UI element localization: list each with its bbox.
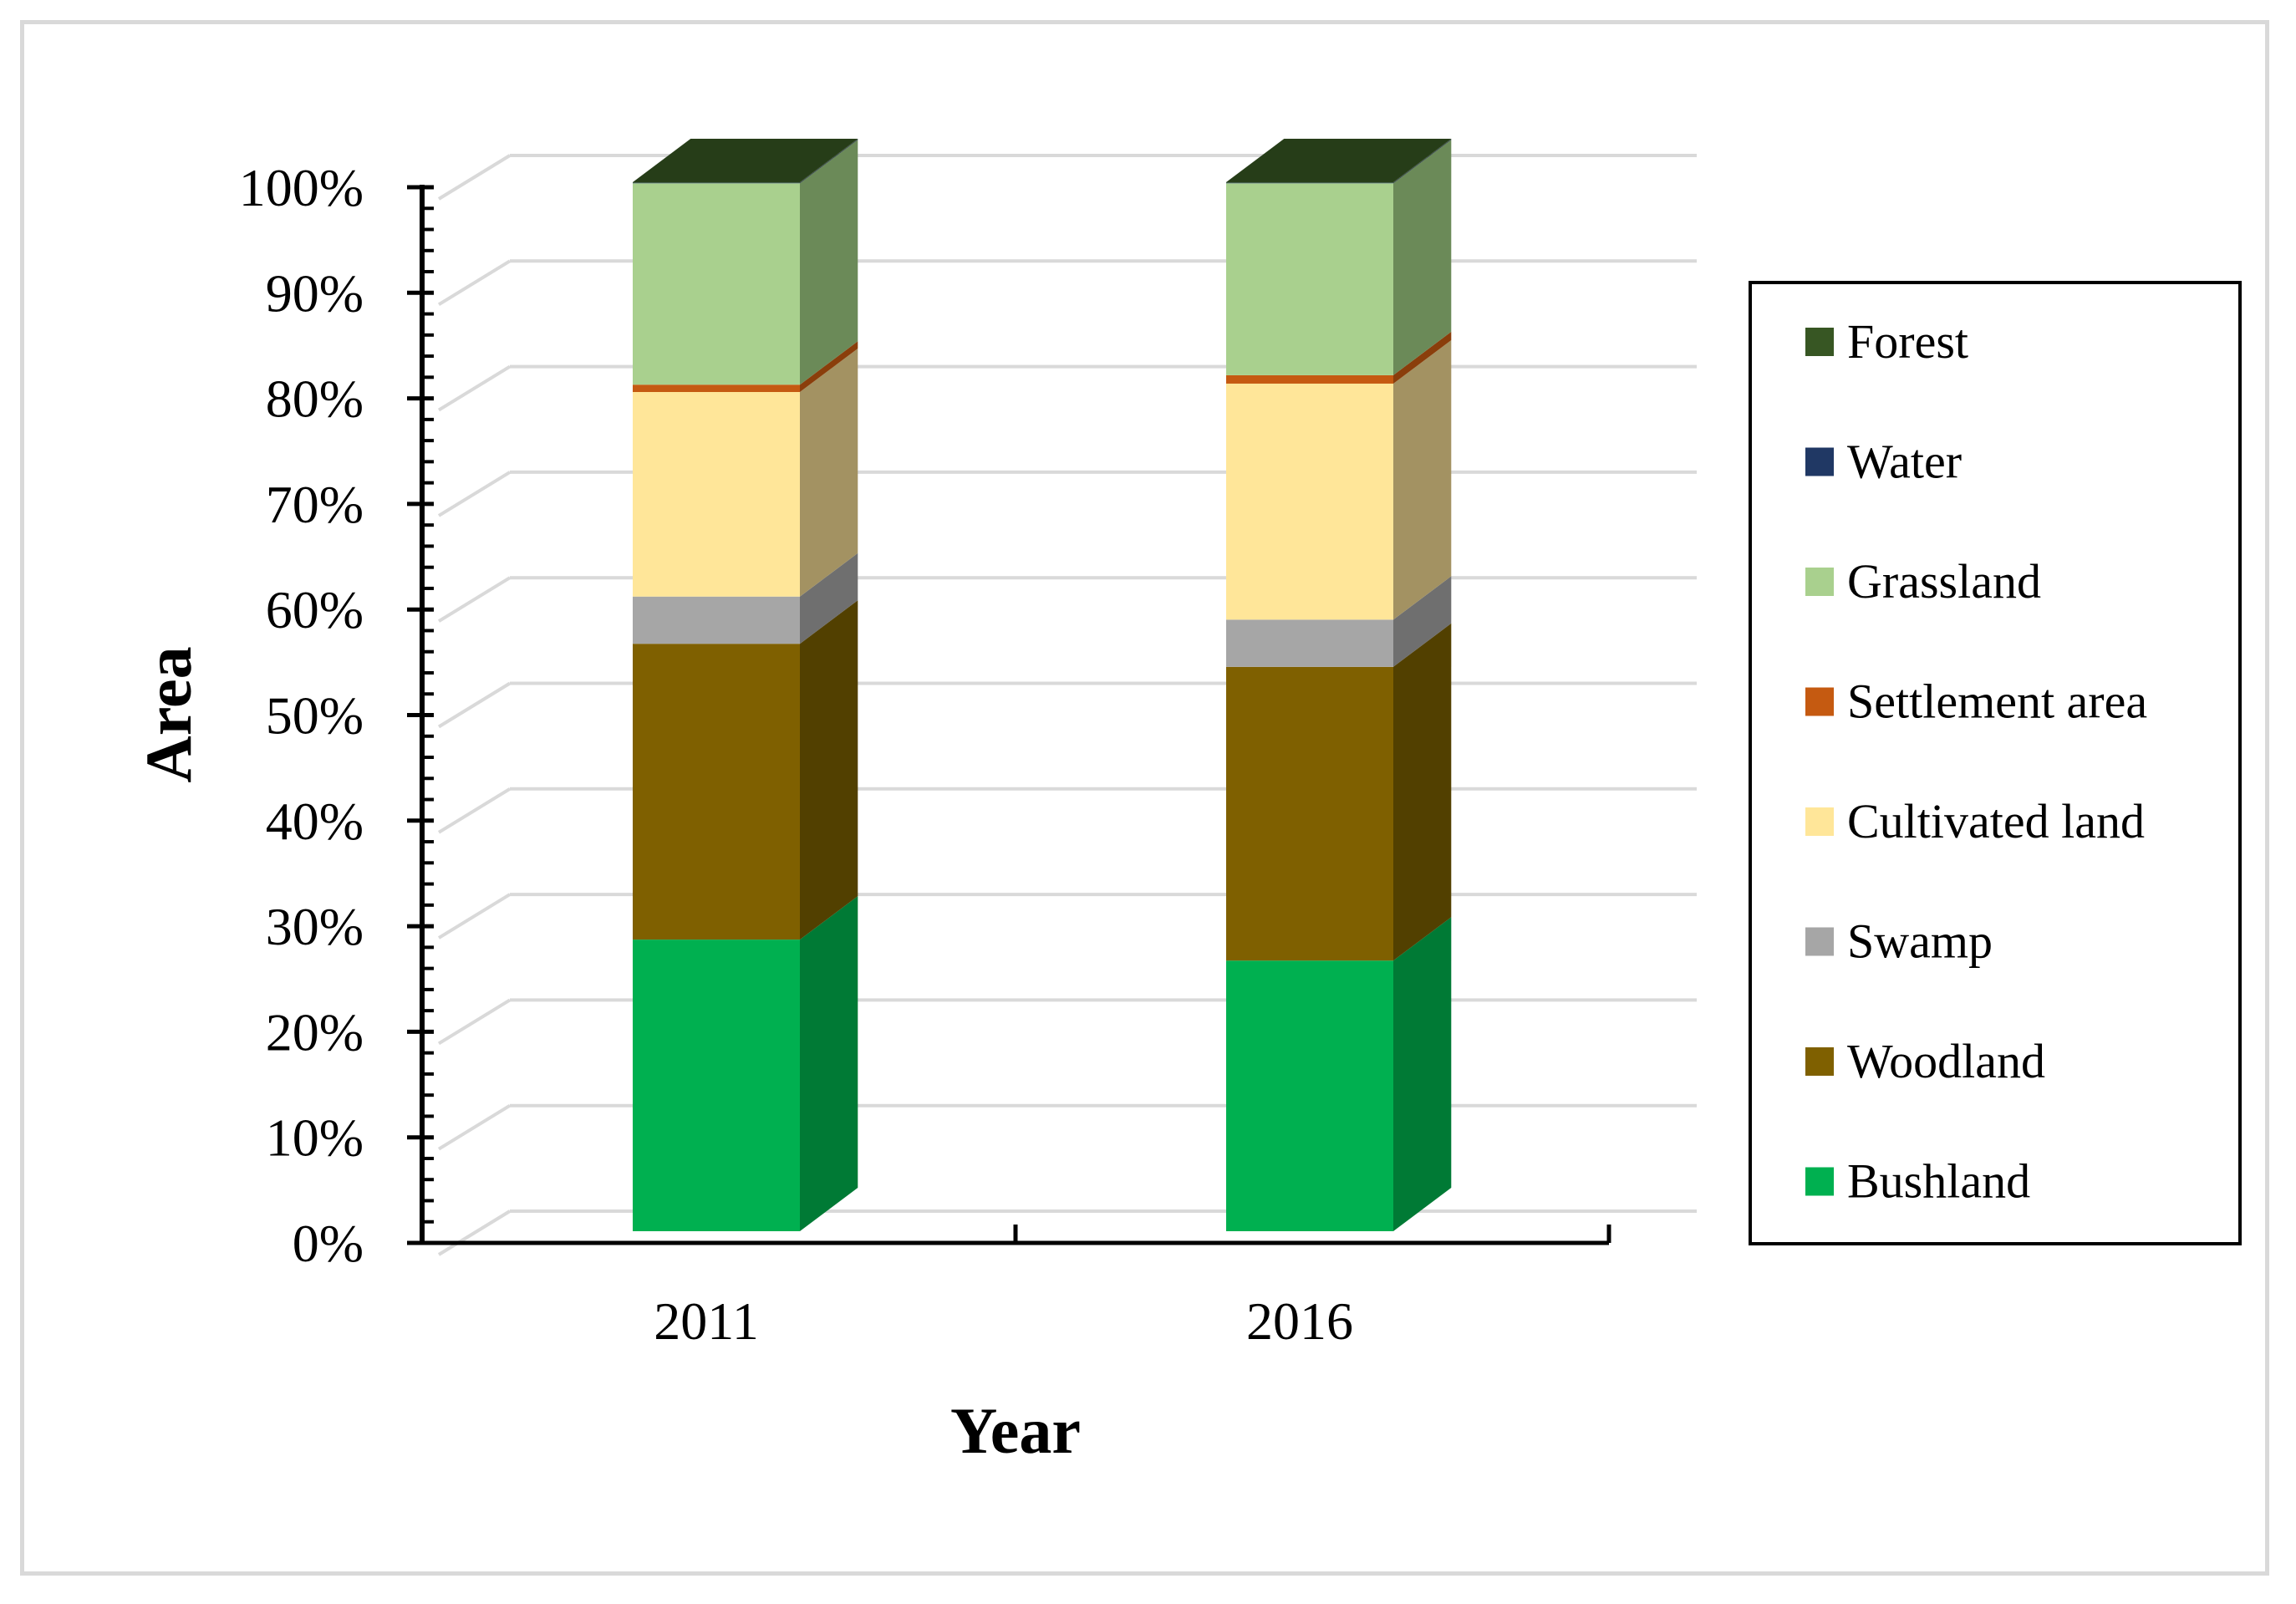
legend-swatch-swamp — [1805, 927, 1834, 956]
bar-stack-2011 — [633, 139, 858, 1231]
bar-side-forest-2016 — [1393, 139, 1452, 183]
y-tick-label: 60% — [266, 580, 364, 639]
bar-settlement-area-2016 — [1226, 374, 1393, 384]
gridline-8 — [437, 364, 1697, 412]
bar-side-cultivated-land-2011 — [800, 349, 858, 597]
bar-forest-2011 — [633, 182, 800, 183]
bar-side-forest-2011 — [800, 139, 858, 183]
legend-item-bushland: Bushland — [1805, 1154, 2030, 1209]
x-tick-label-2011: 2011 — [654, 1291, 759, 1351]
legend-item-woodland: Woodland — [1805, 1034, 2045, 1088]
bar-settlement-area-2011 — [633, 384, 800, 392]
gridline-1 — [437, 1103, 1697, 1151]
bar-top-2011 — [633, 139, 858, 182]
legend-swatch-water — [1805, 447, 1834, 476]
y-axis-title: Area — [132, 646, 205, 782]
legend-swatch-cultivated-land — [1805, 807, 1834, 836]
legend-box — [1749, 281, 2242, 1245]
bar-side-settlement-area-2011 — [800, 341, 858, 392]
gridline-3 — [437, 893, 1697, 939]
legend-swatch-settlement-area — [1805, 687, 1834, 716]
bar-bushland-2011 — [633, 939, 800, 1231]
bar-side-grassland-2016 — [1393, 140, 1452, 375]
y-tick-label: 40% — [266, 792, 364, 851]
y-tick-label: 90% — [266, 263, 364, 323]
bar-water-2011 — [633, 182, 800, 184]
bar-woodland-2011 — [633, 644, 800, 940]
legend-swatch-bushland — [1805, 1167, 1834, 1196]
bar-top-2016 — [1226, 139, 1452, 182]
bar-side-woodland-2011 — [800, 600, 858, 940]
legend-label-bushland: Bushland — [1847, 1154, 2030, 1209]
bar-swamp-2011 — [633, 596, 800, 644]
legend-swatch-woodland — [1805, 1047, 1834, 1076]
bar-cultivated-land-2016 — [1226, 383, 1393, 620]
legend-label-woodland: Woodland — [1847, 1034, 2045, 1088]
bar-stack-2016 — [1226, 139, 1452, 1231]
legend-label-cultivated-land: Cultivated land — [1847, 794, 2145, 848]
legend-swatch-grassland — [1805, 568, 1834, 596]
legend-label-grassland: Grassland — [1847, 554, 2041, 609]
bar-side-water-2016 — [1393, 139, 1452, 184]
legend-item-settlement-area: Settlement area — [1805, 675, 2147, 729]
gridline-6 — [437, 576, 1697, 623]
gridline-0 — [437, 1209, 1697, 1256]
x-tick-label-2016: 2016 — [1246, 1291, 1353, 1351]
gridlines — [437, 154, 1697, 1256]
bar-side-settlement-area-2016 — [1393, 331, 1452, 384]
gridline-7 — [437, 470, 1697, 517]
legend-item-forest: Forest — [1805, 314, 1968, 369]
bar-grassland-2016 — [1226, 183, 1393, 375]
legend-item-cultivated-land: Cultivated land — [1805, 794, 2145, 848]
y-tick-label: 0% — [293, 1214, 364, 1273]
bars — [633, 139, 1452, 1231]
bar-cultivated-land-2011 — [633, 392, 800, 597]
gridline-10 — [437, 154, 1697, 201]
bar-side-water-2011 — [800, 139, 858, 184]
x-axis-title: Year — [950, 1394, 1081, 1467]
bar-side-woodland-2016 — [1393, 623, 1452, 961]
legend-item-water: Water — [1805, 435, 1962, 489]
bar-side-swamp-2016 — [1393, 576, 1452, 667]
y-tick-label: 10% — [266, 1108, 364, 1168]
bar-side-grassland-2011 — [800, 140, 858, 385]
legend-label-settlement-area: Settlement area — [1847, 675, 2147, 729]
bar-swamp-2016 — [1226, 619, 1393, 667]
axes — [407, 185, 1611, 1245]
y-tick-label: 80% — [266, 369, 364, 429]
gridline-5 — [437, 681, 1697, 729]
bar-side-cultivated-land-2016 — [1393, 339, 1452, 620]
bar-water-2016 — [1226, 182, 1393, 184]
legend-label-water: Water — [1847, 435, 1962, 489]
axis-labels: 0% 10% 20% 30% 40% 50% 60% 70% 80% 90% 100% 2011 201… — [239, 158, 1353, 1351]
bar-grassland-2011 — [633, 183, 800, 385]
bar-bushland-2016 — [1226, 960, 1393, 1231]
bar-woodland-2016 — [1226, 666, 1393, 961]
gridline-2 — [437, 998, 1697, 1046]
legend-label-forest: Forest — [1847, 314, 1968, 369]
bar-side-bushland-2011 — [800, 896, 858, 1231]
bar-side-swamp-2011 — [800, 552, 858, 644]
bar-side-bushland-2016 — [1393, 917, 1452, 1231]
legend-item-grassland: Grassland — [1805, 554, 2041, 609]
legend-label-swamp: Swamp — [1847, 914, 1993, 969]
bar-forest-2016 — [1226, 182, 1393, 183]
y-tick-label: 30% — [266, 897, 364, 956]
y-tick-label: 100% — [239, 158, 364, 217]
legend: Forest Water Grassland Settlement area Culti… — [1749, 281, 2242, 1245]
legend-swatch-forest — [1805, 328, 1834, 356]
y-tick-label: 20% — [266, 1002, 364, 1062]
gridline-9 — [437, 259, 1697, 307]
y-tick-label: 50% — [266, 686, 364, 746]
gridline-4 — [437, 787, 1697, 834]
y-tick-label: 70% — [266, 475, 364, 534]
legend-item-swamp: Swamp — [1805, 914, 1993, 969]
